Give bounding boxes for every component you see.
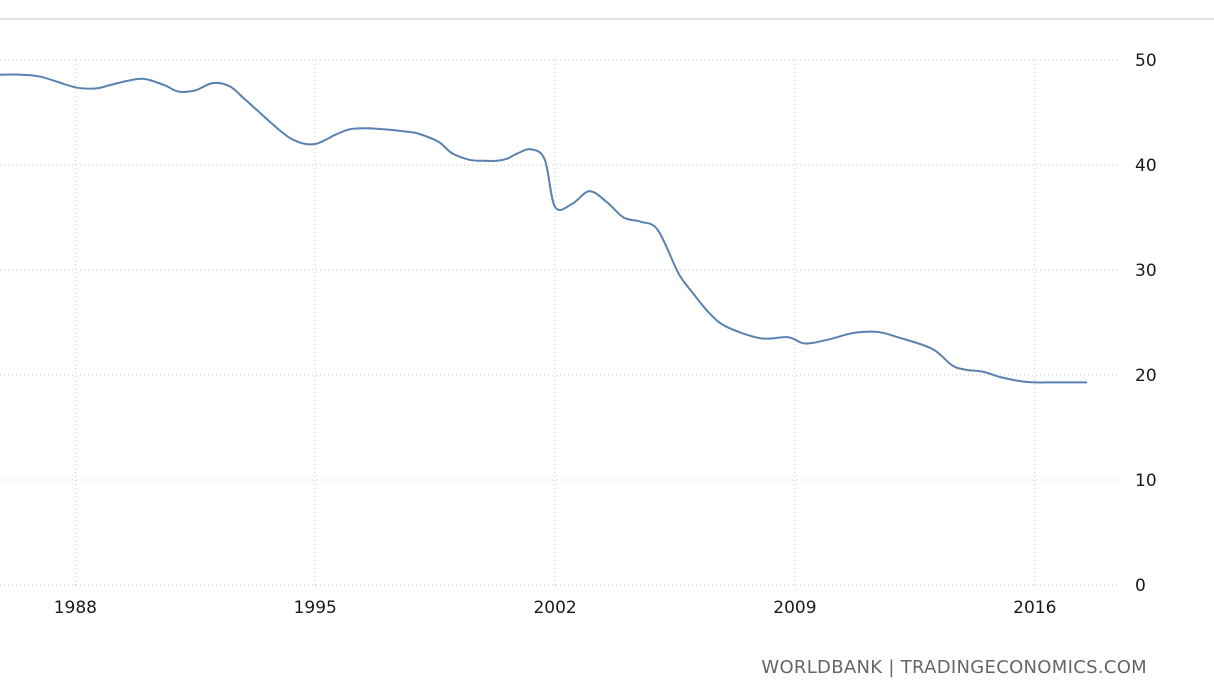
x-tick-label: 2009 xyxy=(773,598,816,618)
y-tick-label: 20 xyxy=(1135,366,1157,386)
y-tick-label: 10 xyxy=(1135,471,1157,491)
y-tick-label: 30 xyxy=(1135,261,1157,281)
y-tick-label: 50 xyxy=(1135,51,1157,71)
x-tick-label: 1988 xyxy=(54,598,97,618)
x-tick-label: 2016 xyxy=(1013,598,1056,618)
x-tick-label: 1995 xyxy=(294,598,337,618)
y-axis-ticks: 0 10 20 30 40 50 xyxy=(1135,51,1157,596)
x-tick-label: 2002 xyxy=(533,598,576,618)
series-line xyxy=(0,73,1088,384)
x-axis-ticks: 1988 1995 2002 2009 2016 xyxy=(54,598,1057,618)
y-tick-label: 0 xyxy=(1135,576,1146,596)
grid-lines xyxy=(0,59,1117,586)
source-label[interactable]: WORLDBANK | TRADINGECONOMICS.COM xyxy=(761,657,1147,678)
y-tick-label: 40 xyxy=(1135,156,1157,176)
series-layer xyxy=(0,73,1088,384)
